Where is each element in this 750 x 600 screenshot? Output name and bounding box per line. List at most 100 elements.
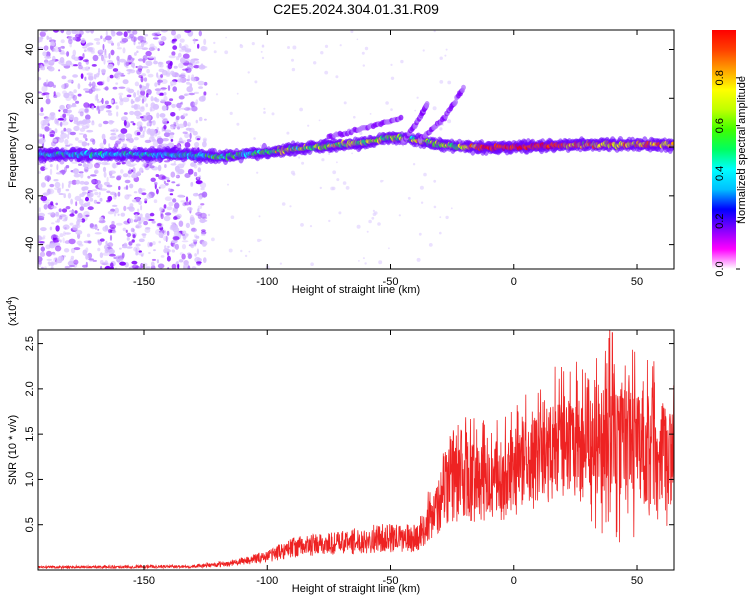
spectrogram-panel: -150 -100 -50 0 50 -40 -20 0 20 40 Height of stra…	[7, 29, 675, 296]
noise-blob	[123, 112, 128, 115]
noise-blob	[40, 195, 48, 202]
noise-blob	[164, 164, 167, 168]
snr-ticks: -150 -100 -50 0 50 0.5 1.0 1.5 2.0 2.5	[24, 330, 674, 587]
noise-blob	[107, 210, 114, 215]
noise-blob	[83, 88, 90, 91]
noise-blob	[380, 179, 383, 183]
noise-blob	[146, 193, 152, 199]
noise-blob	[56, 164, 59, 171]
noise-blob	[177, 163, 185, 169]
noise-blob	[79, 199, 84, 206]
noise-blob	[343, 101, 347, 105]
noise-blob	[161, 79, 168, 84]
noise-blob	[107, 228, 113, 234]
noise-blob	[75, 229, 83, 235]
noise-blob	[192, 239, 198, 242]
noise-blob	[133, 110, 141, 117]
noise-blob	[122, 79, 129, 85]
noise-blob	[117, 42, 120, 47]
noise-blob	[198, 30, 202, 37]
noise-blob	[87, 142, 90, 146]
noise-blob	[181, 244, 187, 250]
noise-blob	[173, 216, 178, 221]
noise-blob	[151, 32, 158, 37]
noise-blob	[230, 215, 235, 219]
noise-blob	[99, 142, 104, 149]
noise-blob	[49, 112, 56, 117]
noise-blob	[156, 112, 160, 119]
noise-blob	[110, 132, 117, 136]
noise-blob	[44, 167, 48, 170]
noise-blob	[160, 36, 167, 41]
noise-blob	[104, 260, 108, 265]
noise-blob	[130, 227, 135, 233]
noise-blob	[112, 163, 116, 169]
noise-blob	[176, 213, 182, 219]
noise-blob	[79, 206, 85, 211]
noise-blob	[72, 36, 78, 41]
noise-blob	[300, 223, 304, 227]
noise-blob	[69, 213, 75, 217]
noise-blob	[148, 56, 154, 59]
noise-blob	[152, 241, 156, 246]
noise-blob	[141, 98, 145, 104]
noise-blob	[129, 110, 135, 116]
noise-blob	[108, 253, 116, 257]
noise-blob	[111, 220, 115, 225]
noise-blob	[136, 171, 141, 177]
noise-blob	[178, 259, 184, 263]
noise-blob	[131, 100, 135, 104]
noise-blob	[102, 120, 109, 125]
noise-blob	[73, 259, 79, 265]
noise-blob	[52, 138, 57, 143]
noise-blob	[351, 152, 353, 155]
noise-blob	[166, 179, 171, 183]
noise-blob	[179, 74, 186, 78]
noise-blob	[188, 92, 195, 96]
noise-blob	[173, 65, 178, 69]
noise-blob	[211, 237, 215, 242]
noise-blob	[81, 121, 84, 127]
noise-blob	[244, 254, 248, 258]
noise-blob	[151, 258, 157, 261]
noise-blob	[164, 101, 172, 106]
noise-blob	[45, 117, 51, 122]
noise-blob	[108, 248, 115, 255]
noise-blob	[119, 247, 122, 250]
noise-blob	[99, 238, 105, 242]
noise-blob	[75, 100, 80, 104]
noise-blob	[422, 49, 425, 52]
noise-blob	[141, 163, 147, 167]
noise-blob	[184, 201, 191, 206]
y-tick-label: 1.5	[24, 427, 36, 442]
noise-blob	[41, 92, 46, 96]
x-tick-label: 0	[511, 575, 517, 587]
noise-blob	[339, 44, 342, 47]
noise-blob	[439, 56, 443, 60]
noise-blob	[83, 202, 89, 207]
noise-blob	[153, 60, 158, 65]
noise-blob	[197, 80, 205, 86]
noise-blob	[169, 133, 174, 140]
noise-blob	[131, 260, 138, 265]
noise-blob	[116, 162, 121, 165]
noise-blob	[165, 183, 169, 186]
noise-blob	[185, 233, 189, 236]
noise-blob	[189, 218, 195, 225]
noise-blob	[158, 240, 161, 244]
noise-blob	[81, 141, 88, 147]
noise-blob	[51, 206, 57, 209]
noise-blob	[97, 70, 100, 76]
noise-blob	[55, 225, 60, 232]
noise-blob	[96, 105, 100, 110]
noise-blob	[78, 163, 82, 166]
noise-blob	[119, 95, 123, 101]
noise-blob	[171, 103, 176, 109]
noise-blob	[178, 95, 185, 100]
noise-blob	[61, 208, 68, 213]
noise-blob	[116, 55, 120, 61]
noise-blob	[89, 223, 94, 228]
noise-blob	[194, 234, 198, 238]
noise-blob	[193, 101, 198, 106]
noise-blob	[43, 62, 50, 67]
